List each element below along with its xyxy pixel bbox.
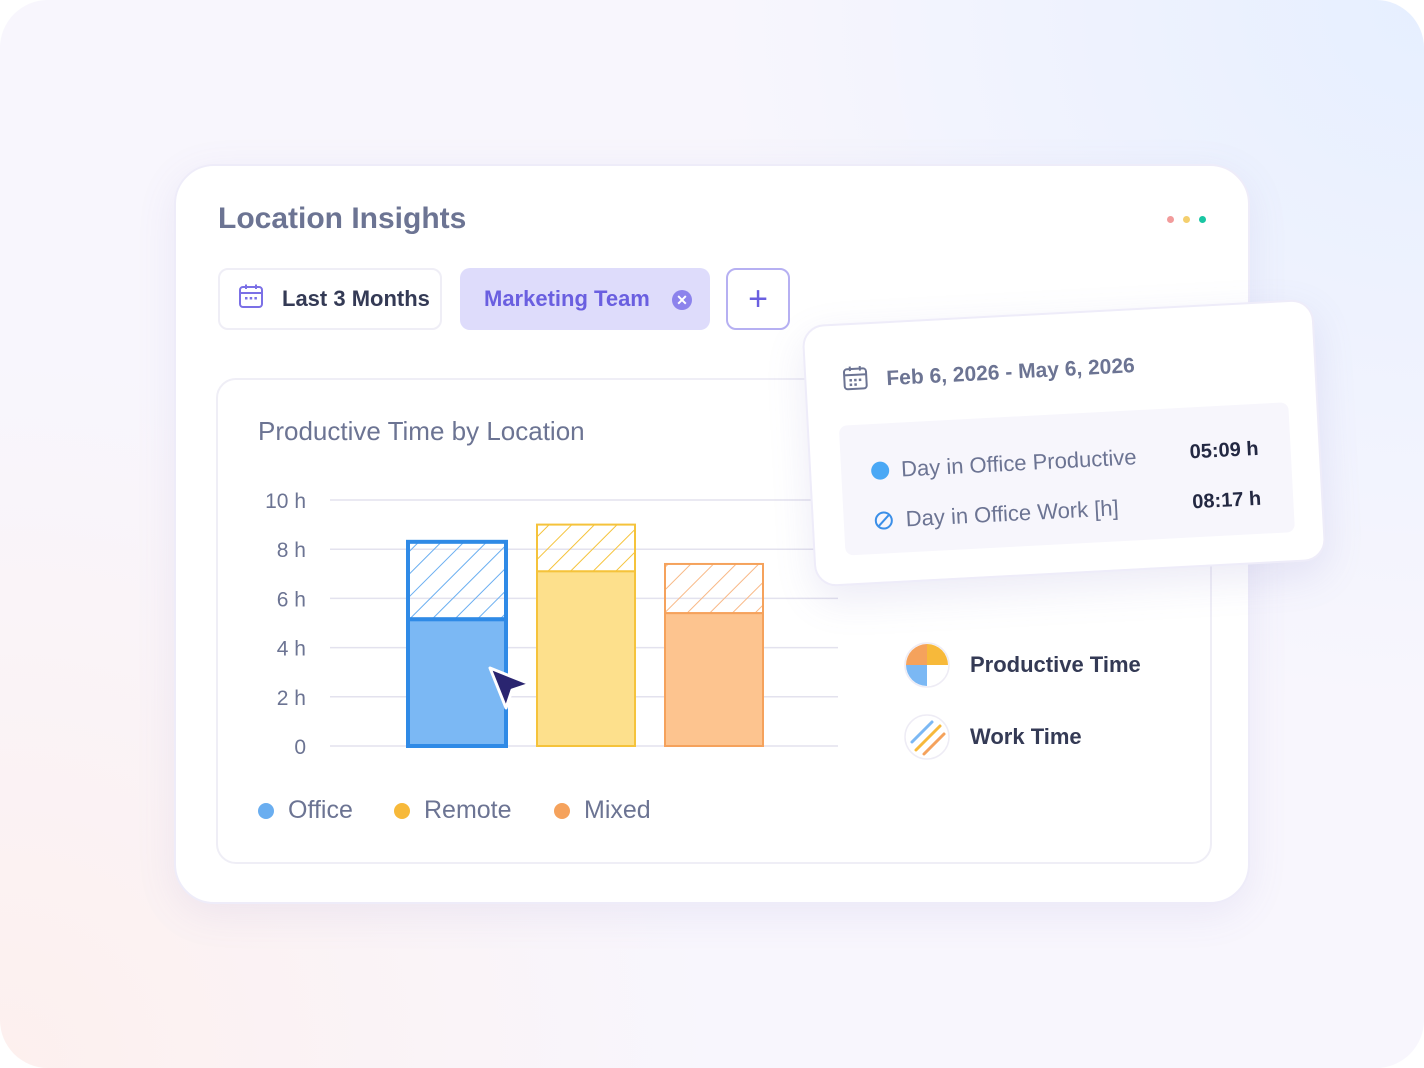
team-filter-label: Marketing Team [484,286,650,311]
legend-mixed: Mixed [554,796,651,825]
bar-work-time-office[interactable] [406,539,508,622]
popover-row-value: 08:17 h [1191,487,1262,514]
y-tick-label: 4 h [277,638,306,661]
bar-tooltip-popover: Feb 6, 2026 - May 6, 2026 Day in Office … [801,298,1327,588]
popover-row-value: 05:09 h [1189,437,1260,464]
y-tick-label: 10 h [265,490,306,513]
more-options-icon[interactable] [1167,216,1206,223]
hatched-dot-icon [873,510,894,531]
window-dot [1183,216,1190,223]
legend-label: Remote [424,796,512,824]
legend-label: Mixed [584,796,651,824]
legend-office: Office [258,796,353,825]
hatched-lines-icon [904,714,950,760]
popover-row-work: Day in Office Work [h] [873,495,1119,534]
bar-productive-time-remote[interactable] [536,570,636,747]
work-time-label: Work Time [970,724,1082,749]
card-title: Location Insights [218,202,467,235]
y-tick-label: 0 [294,736,306,759]
productive-time-label: Productive Time [970,652,1141,677]
popover-row-label: Day in Office Work [h] [905,495,1120,532]
bar-productive-time-mixed[interactable] [664,612,764,747]
y-tick-label: 8 h [277,539,306,562]
popover-date-label: Feb 6, 2026 - May 6, 2026 [885,354,1136,391]
legend-dot [258,802,274,819]
chart-panel: Productive Time by Location 10 h 8 h 6 h 4 … [216,378,1212,864]
popover-row-label: Day in Office Productive [900,444,1138,482]
legend-dot [394,802,410,819]
bar-work-time-mixed[interactable] [664,562,764,615]
bar-productive-time-office[interactable] [406,617,508,748]
bar-work-time-remote[interactable] [536,523,636,573]
add-filter-button[interactable]: + [726,268,790,330]
mouse-pointer-icon [486,664,536,719]
y-tick-label: 2 h [277,687,306,710]
calendar-icon [238,283,264,315]
window-dot [1167,216,1174,223]
date-range-filter[interactable]: Last 3 Months [218,268,442,330]
legend-label: Office [288,796,353,824]
close-circle-icon[interactable]: ✕ [672,290,692,310]
date-range-label: Last 3 Months [282,286,430,311]
pie-chart-icon [904,642,950,688]
chart-title: Productive Time by Location [258,416,585,446]
filled-dot-icon [870,461,890,481]
window-dot [1199,216,1206,223]
team-filter-chip[interactable]: Marketing Team ✕ [460,268,710,330]
popover-details: Day in Office Productive 05:09 h Day in … [838,402,1295,556]
legend-dot [554,802,570,819]
legend-remote: Remote [394,796,512,825]
legend-work-time: Work Time [904,714,1082,760]
bar-chart: 10 h 8 h 6 h 4 h 2 h 0 [265,490,838,759]
legend-productive-time: Productive Time [904,642,1141,688]
plus-icon: + [748,279,768,318]
calendar-icon [842,364,870,397]
y-tick-label: 6 h [277,588,306,611]
popover-date: Feb 6, 2026 - May 6, 2026 [842,350,1136,397]
popover-row-productive: Day in Office Productive [870,444,1138,484]
